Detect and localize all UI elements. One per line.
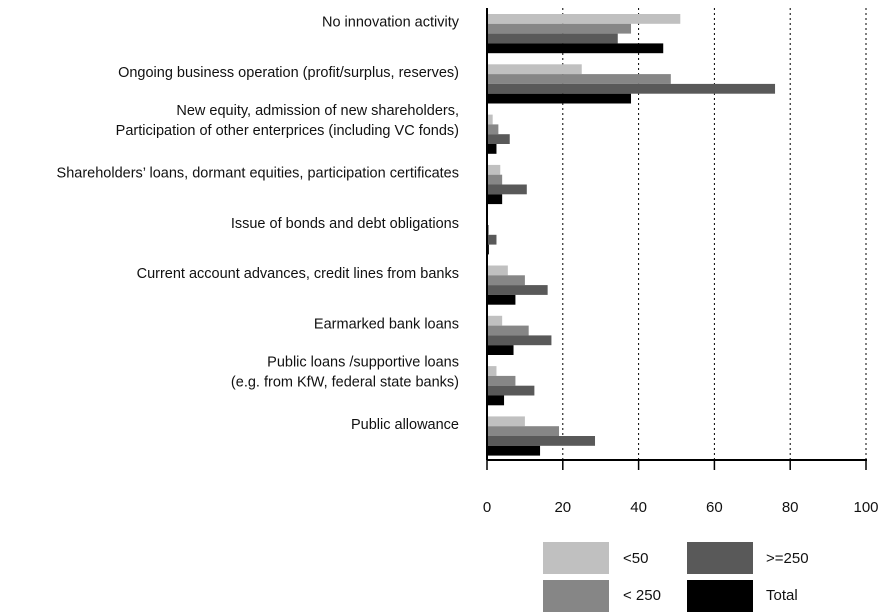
bar-0-2	[487, 33, 618, 44]
bar-7-1	[487, 375, 516, 386]
x-tick-label-20: 20	[554, 499, 571, 516]
bar-6-0	[487, 315, 503, 326]
legend-label-2: < 250	[623, 587, 661, 604]
category-label-2-1: Participation of other enterprices (incl…	[116, 123, 459, 139]
bar-7-2	[487, 385, 535, 396]
bar-0-3	[487, 43, 664, 54]
legend: <50 >=250 < 250 Total	[543, 542, 809, 612]
legend-label-3: Total	[766, 587, 798, 604]
bars	[487, 14, 776, 456]
bar-0-1	[487, 23, 632, 34]
bar-5-0	[487, 265, 508, 276]
category-label-2-0: New equity, admission of new shareholder…	[176, 103, 459, 119]
bar-5-1	[487, 275, 525, 286]
bar-3-0	[487, 164, 501, 175]
x-axis: 0 20 40 60 80 100	[483, 8, 879, 516]
bar-0-0	[487, 14, 681, 24]
bar-1-1	[487, 74, 671, 84]
bar-8-2	[487, 436, 596, 446]
legend-swatch-2	[543, 580, 609, 612]
category-label-8: Public allowance	[351, 417, 459, 433]
bar-3-3	[487, 194, 503, 205]
legend-label-1: >=250	[766, 550, 809, 567]
category-label-6: Earmarked bank loans	[314, 316, 459, 332]
bar-7-3	[487, 395, 505, 406]
x-tick-label-40: 40	[630, 499, 647, 516]
bar-6-3	[487, 345, 514, 355]
bar-3-2	[487, 184, 527, 195]
bar-2-1	[487, 124, 499, 135]
legend-swatch-3	[687, 580, 753, 612]
category-label-7-1: (e.g. from KfW, federal state banks)	[231, 375, 459, 391]
x-tick-label-100: 100	[853, 499, 878, 516]
x-tick-label-0: 0	[483, 499, 491, 516]
bar-7-0	[487, 366, 497, 376]
bar-6-2	[487, 335, 552, 346]
bar-1-2	[487, 83, 776, 94]
bar-2-2	[487, 134, 510, 144]
bar-8-0	[487, 416, 525, 427]
bar-4-2	[487, 234, 497, 245]
bar-8-3	[487, 445, 541, 456]
bar-1-3	[487, 93, 632, 104]
category-label-5: Current account advances, credit lines f…	[137, 266, 459, 282]
category-label-0: No innovation activity	[322, 15, 460, 31]
legend-swatch-1	[687, 542, 753, 574]
bar-8-1	[487, 426, 560, 436]
bar-6-1	[487, 325, 529, 336]
legend-label-0: <50	[623, 550, 648, 567]
bar-5-2	[487, 285, 548, 295]
category-label-1: Ongoing business operation (profit/surpl…	[118, 65, 459, 81]
bar-2-3	[487, 144, 497, 154]
x-tick-label-60: 60	[706, 499, 723, 516]
bar-3-1	[487, 174, 503, 185]
bar-1-0	[487, 64, 582, 75]
bar-5-3	[487, 294, 516, 305]
category-label-3: Shareholders’ loans, dormant equities, p…	[57, 166, 459, 182]
category-label-7-0: Public loans /supportive loans	[267, 355, 459, 371]
x-tick-label-80: 80	[782, 499, 799, 516]
bar-2-0	[487, 114, 493, 125]
legend-swatch-0	[543, 542, 609, 574]
category-labels: No innovation activity Ongoing business o…	[57, 15, 460, 433]
category-label-4: Issue of bonds and debt obligations	[231, 216, 459, 232]
